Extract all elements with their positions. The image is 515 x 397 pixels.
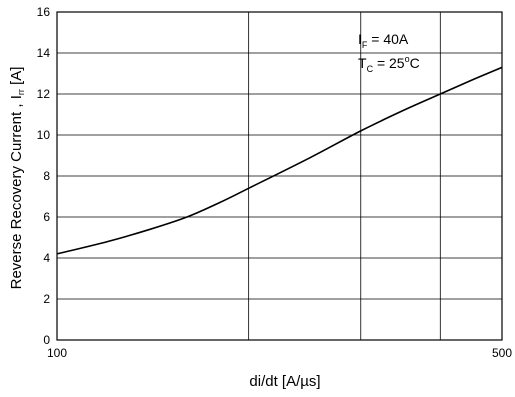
x-axis-label: di/dt [A/µs]: [249, 373, 320, 390]
y-tick-label: 4: [43, 251, 50, 265]
y-axis-label-unit: [A]: [8, 67, 25, 90]
annotation-line-1: IF = 40A: [358, 31, 409, 50]
y-tick-label: 16: [37, 5, 51, 19]
y-tick-label: 8: [43, 169, 50, 183]
y-tick-label: 12: [37, 87, 51, 101]
series-group: [56, 66, 503, 255]
y-tick-label: 0: [43, 333, 50, 347]
condition-annotation: IF = 40A TC = 25oC: [358, 31, 420, 74]
annotation-line-2: TC = 25oC: [358, 54, 420, 74]
plot-frame: [56, 11, 503, 341]
tick-labels: 0 2 4 6 8 10 12 14 16 100 500: [37, 5, 513, 360]
grid: [57, 12, 502, 340]
y-axis-label: Reverse Recovery Current , Irr [A]: [8, 67, 26, 290]
y-axis-label-sub: rr: [16, 89, 26, 95]
y-tick-label: 10: [37, 128, 51, 142]
y-tick-label: 6: [43, 210, 50, 224]
x-tick-label: 100: [47, 346, 67, 360]
x-tick-label: 500: [492, 346, 512, 360]
y-axis-label-main: Reverse Recovery Current , I: [8, 95, 25, 289]
y-tick-label: 2: [43, 292, 50, 306]
y-tick-label: 14: [37, 46, 51, 60]
series-line: [56, 66, 503, 255]
